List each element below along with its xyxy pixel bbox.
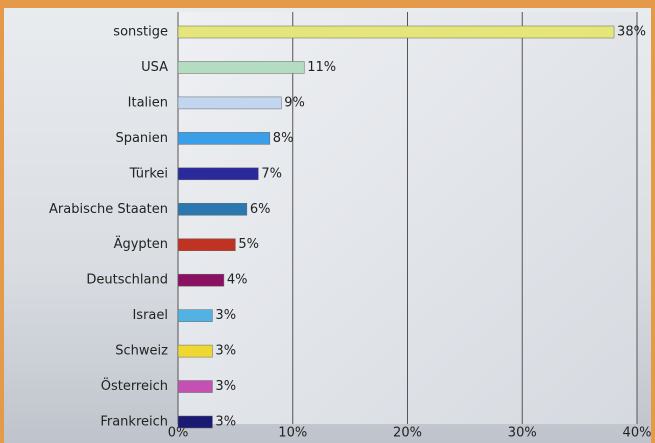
value-label: 3%	[215, 308, 236, 323]
y-tick-label: USA	[141, 60, 168, 75]
y-tick-label: Italien	[128, 95, 168, 110]
value-label: 5%	[238, 237, 259, 252]
value-label: 6%	[250, 202, 271, 217]
y-tick-label: Ägypten	[114, 236, 168, 252]
y-tick-label: Türkei	[129, 166, 168, 181]
value-label: 3%	[215, 344, 236, 359]
bar	[177, 203, 248, 216]
value-label: 4%	[227, 273, 248, 288]
x-tick-label: 20%	[393, 426, 422, 441]
y-tick-label: sonstige	[113, 25, 168, 40]
x-tick-label: 0%	[168, 426, 189, 441]
y-tick-label: Arabische Staaten	[49, 202, 168, 217]
value-label: 38%	[617, 25, 646, 40]
value-label: 9%	[284, 95, 305, 110]
bar	[177, 61, 305, 74]
bar	[177, 415, 213, 429]
y-tick-label: Schweiz	[115, 344, 168, 359]
bar	[177, 132, 271, 145]
bar	[177, 309, 213, 322]
value-label: 3%	[215, 415, 236, 430]
y-tick-label: Deutschland	[86, 273, 168, 288]
bar	[177, 380, 213, 393]
x-tick-label: 30%	[508, 426, 537, 441]
bar	[177, 238, 236, 251]
bar	[177, 167, 259, 181]
value-label: 11%	[307, 60, 336, 75]
y-tick-label: Österreich	[101, 377, 168, 394]
bar	[177, 273, 225, 287]
value-label: 8%	[273, 131, 294, 146]
bar	[177, 96, 282, 110]
bar	[177, 344, 213, 358]
value-label: 7%	[261, 166, 282, 181]
y-tick-label: Frankreich	[100, 415, 168, 430]
bar	[177, 25, 615, 39]
x-tick-label: 40%	[623, 426, 652, 441]
y-tick-label: Spanien	[115, 131, 168, 146]
value-label: 3%	[215, 379, 236, 394]
x-tick-label: 10%	[278, 426, 307, 441]
y-tick-label: Israel	[132, 308, 168, 323]
